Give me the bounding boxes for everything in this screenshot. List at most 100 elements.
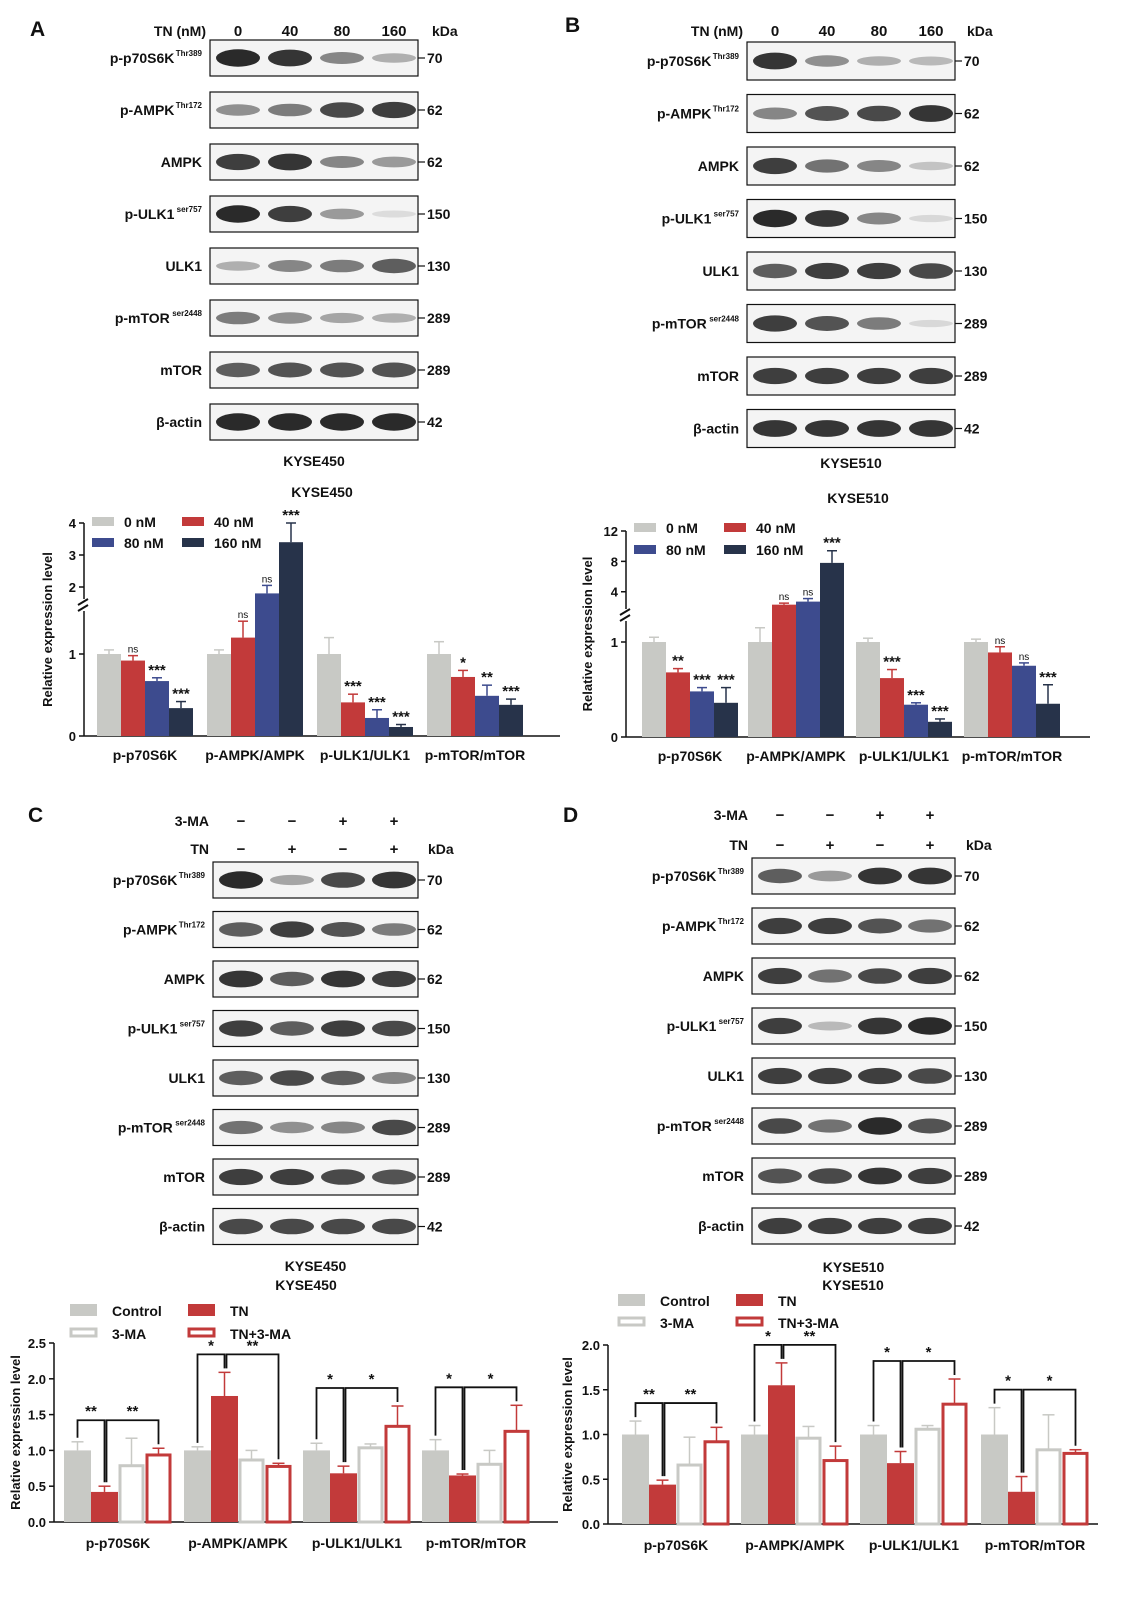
significance-label: * — [488, 1370, 494, 1387]
y-tick-label: 0 — [611, 730, 618, 745]
y-tick-label: 0.5 — [28, 1479, 46, 1494]
blot-band — [372, 413, 416, 431]
significance-label: *** — [344, 678, 362, 695]
y-axis-label: Relative expression level — [580, 557, 595, 712]
blot-band — [219, 970, 263, 988]
blot-band — [758, 967, 802, 985]
significance-label: * — [765, 1328, 771, 1345]
blot-band — [270, 921, 314, 938]
legend-swatch — [724, 523, 746, 532]
x-tick-label: p-AMPK/AMPK — [188, 1535, 288, 1551]
chart-title: KYSE510 — [822, 1277, 884, 1293]
significance-bracket — [463, 1386, 518, 1471]
blot-band — [216, 153, 260, 171]
header-row-label: 3-MA — [175, 813, 209, 829]
bar — [1036, 703, 1060, 737]
legend-swatch — [182, 538, 204, 547]
blot-band — [372, 1072, 416, 1084]
x-tick-label: p-p70S6K — [86, 1535, 151, 1551]
blot-superscript: ser2448 — [172, 309, 202, 318]
blot-band — [858, 1067, 902, 1085]
kda-value: 62 — [427, 922, 443, 938]
blot-band — [321, 1020, 365, 1037]
axis-break-mark — [77, 604, 89, 612]
legend-label: 3-MA — [660, 1315, 694, 1331]
significance-bracket — [634, 1402, 664, 1477]
bar — [887, 1463, 914, 1524]
chart-b: KYSE510 0 1 4 8 12 Relative expression level **… — [580, 490, 1090, 764]
blot-band — [858, 1117, 902, 1135]
blot-label: p-mTOR — [652, 316, 707, 332]
bar — [207, 654, 231, 736]
blot-label: AMPK — [164, 971, 205, 987]
kda-header: kDa — [966, 837, 992, 853]
blot-band — [219, 1218, 263, 1235]
kda-value: 62 — [427, 154, 443, 170]
legend-swatch — [92, 517, 114, 526]
header-row-label: TN (nM) — [154, 23, 206, 39]
blot-band — [321, 1121, 365, 1134]
significance-label: ** — [127, 1403, 139, 1420]
blot-band — [858, 867, 902, 885]
blot-band — [372, 1169, 416, 1185]
cell-line-label: KYSE450 — [285, 1258, 347, 1274]
y-tick-label: 4 — [611, 585, 619, 600]
blot-band — [372, 362, 416, 378]
kda-value: 150 — [427, 206, 451, 222]
chart-title: KYSE450 — [291, 484, 353, 500]
kda-value: 130 — [427, 258, 451, 274]
blot-band — [857, 262, 901, 280]
blot-label: p-ULK1 — [667, 1018, 717, 1034]
bar — [904, 704, 928, 737]
blot-band — [753, 420, 797, 437]
x-tick-label: p-AMPK/AMPK — [205, 747, 305, 763]
bar — [988, 652, 1012, 737]
x-tick-label: p-mTOR/mTOR — [985, 1537, 1086, 1553]
significance-label: *** — [823, 535, 841, 552]
blot-band — [219, 922, 263, 937]
significance-label: * — [1047, 1373, 1053, 1390]
blot-superscript: ser2448 — [714, 1117, 744, 1126]
significance-label: *** — [392, 709, 410, 726]
chart-title: KYSE510 — [827, 490, 889, 506]
bar — [666, 672, 690, 737]
blot-label: p-p70S6K — [113, 872, 178, 888]
bar — [796, 601, 820, 737]
x-tick-label: p-mTOR/mTOR — [425, 747, 526, 763]
blot-panel-c: C 3-MA − − + + TN − + − + kDa p-p70S6K Thr389 70 p-AMPK… — [28, 804, 454, 1274]
y-tick-label: 1.0 — [582, 1428, 600, 1443]
blot-band — [857, 420, 901, 437]
y-axis-label: Relative expression level — [8, 1355, 23, 1510]
header-cell: 40 — [282, 23, 299, 40]
blot-band — [219, 871, 263, 889]
cell-line-label: KYSE450 — [283, 453, 345, 469]
blot-label: AMPK — [703, 968, 744, 984]
blot-band — [216, 261, 260, 271]
blot-label: p-mTOR — [118, 1120, 173, 1136]
legend-label: Control — [112, 1303, 162, 1319]
blot-band — [858, 1167, 902, 1185]
blot-band — [908, 867, 952, 885]
blot-band — [758, 1118, 802, 1134]
bar — [880, 678, 904, 737]
kda-value: 70 — [964, 868, 980, 884]
legend-swatch — [618, 1294, 645, 1306]
bar — [422, 1450, 449, 1522]
significance-label: *** — [693, 672, 711, 689]
chart-c: KYSE450 0.0 0.5 1.0 1.5 2.0 2.5 Relative expres… — [8, 1277, 558, 1551]
header-cell: 160 — [918, 23, 943, 40]
bar — [475, 695, 499, 736]
header-cell: + — [390, 813, 399, 830]
blot-band — [219, 1120, 263, 1135]
significance-bracket — [434, 1386, 464, 1471]
legend-swatch — [92, 538, 114, 547]
blot-band — [268, 260, 312, 272]
bar — [499, 704, 523, 736]
y-tick-label: 2.5 — [28, 1336, 46, 1351]
significance-label: ** — [481, 669, 493, 686]
legend-swatch — [617, 1316, 646, 1327]
significance-label: ** — [685, 1386, 697, 1403]
blot-band — [270, 1218, 314, 1235]
x-tick-label: p-AMPK/AMPK — [745, 1537, 845, 1553]
bar — [772, 604, 796, 737]
